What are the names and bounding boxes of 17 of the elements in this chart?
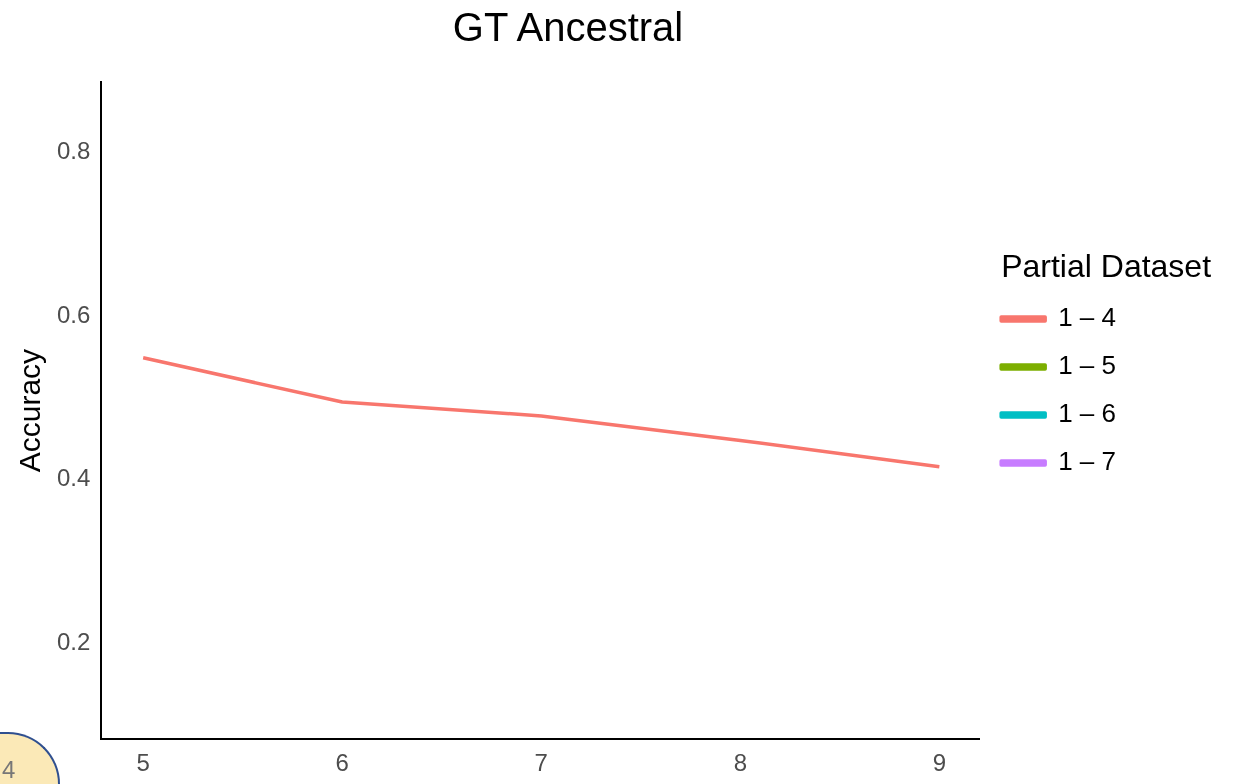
chart-title: GT Ancestral	[452, 5, 684, 50]
legend-label: 1 – 6	[1058, 398, 1116, 429]
legend-label: 1 – 5	[1058, 350, 1116, 381]
y-tick-label: 0.2	[56, 628, 91, 656]
x-tick-label: 7	[534, 749, 548, 777]
legend-title: Partial Dataset	[1001, 247, 1212, 284]
legend-label: 1 – 4	[1058, 302, 1116, 333]
y-tick-label: 0.4	[56, 464, 91, 492]
x-tick-label: 8	[733, 749, 747, 777]
text: 4	[2, 756, 16, 784]
x-tick-label: 6	[335, 749, 349, 777]
legend-label: 1 – 7	[1058, 446, 1116, 477]
y-axis-title: Accuracy	[13, 348, 47, 473]
x-tick-label: 5	[136, 749, 150, 777]
y-tick-label: 0.6	[56, 300, 91, 328]
x-tick-label: 9	[932, 749, 947, 777]
y-tick-label: 0.8	[56, 137, 91, 165]
